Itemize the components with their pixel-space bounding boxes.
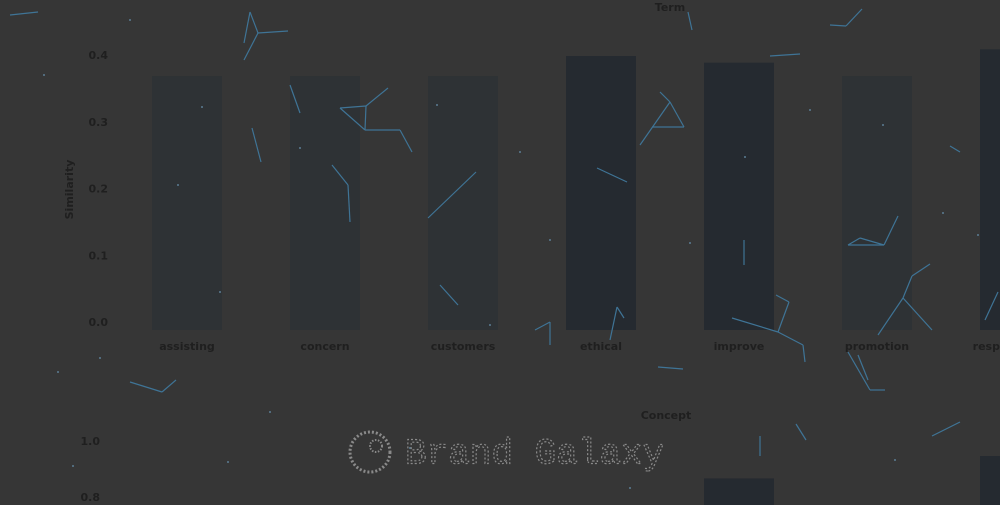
x-tick-label: customers xyxy=(431,340,496,353)
brand-name: Brand Galaxy xyxy=(405,434,664,475)
bar xyxy=(980,49,1000,330)
chart-title: Term xyxy=(655,1,685,14)
bar xyxy=(980,456,1000,505)
y-tick-label: 0.2 xyxy=(89,183,109,196)
y-tick-label: 0.1 xyxy=(89,249,109,262)
x-tick-label: promotion xyxy=(845,340,909,353)
y-tick-label: 1.0 xyxy=(81,435,101,448)
bar xyxy=(704,478,774,505)
x-tick-label: responsibility xyxy=(973,340,1000,353)
bar xyxy=(290,76,360,331)
brand-logo: Brand Galaxy xyxy=(348,430,665,475)
chart-title: Concept xyxy=(641,409,692,422)
x-tick-label: ethical xyxy=(580,340,622,353)
y-tick-label: 0.4 xyxy=(89,49,109,62)
x-tick-label: assisting xyxy=(159,340,215,353)
bar xyxy=(842,76,912,331)
charts: Term Similarity 0.0 0.1 0.2 0.3 0.4 assisting co… xyxy=(63,1,1000,505)
constellation xyxy=(9,8,999,489)
bar xyxy=(428,76,498,331)
bar xyxy=(566,56,636,330)
y-tick-label: 0.8 xyxy=(81,491,101,504)
y-tick-label: 0.3 xyxy=(89,116,109,129)
x-tick-label: improve xyxy=(714,340,765,353)
bar xyxy=(704,62,774,331)
x-tick-label: concern xyxy=(300,340,349,353)
bar xyxy=(152,76,222,331)
y-tick-label: 0.0 xyxy=(89,316,109,329)
y-axis-label: Similarity xyxy=(63,160,76,220)
